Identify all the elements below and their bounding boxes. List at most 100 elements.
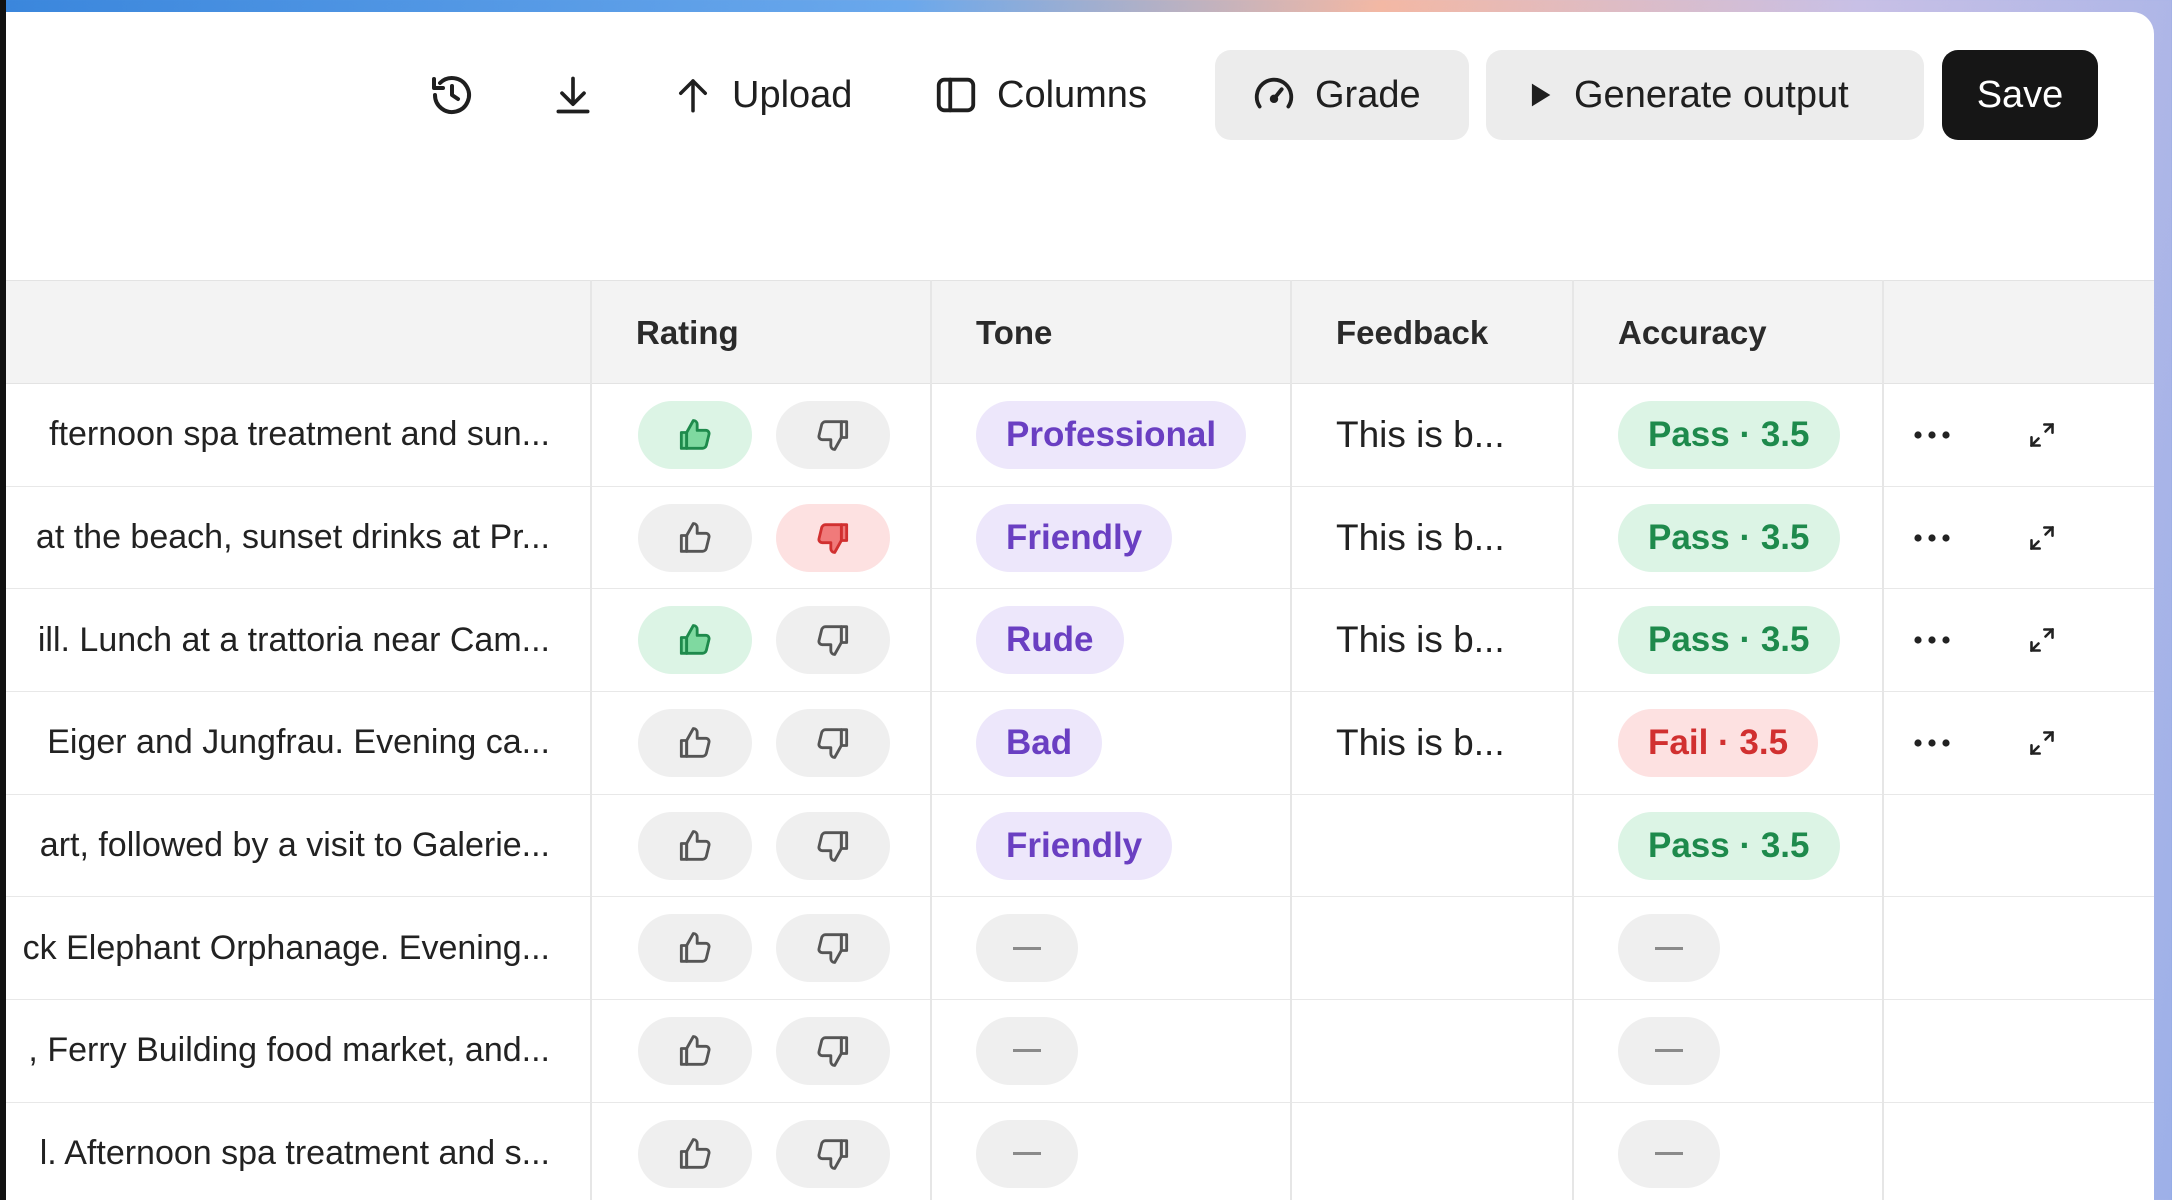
download-button[interactable] [538, 50, 608, 140]
column-header-feedback[interactable]: Feedback [1336, 314, 1489, 351]
thumbs-down-button[interactable] [776, 708, 890, 777]
grade-button[interactable]: Grade [1215, 50, 1469, 140]
more-button[interactable] [1882, 692, 1982, 794]
table-row[interactable]: , Ferry Building food market, and... [6, 1000, 2154, 1103]
column-divider [1572, 280, 1574, 1200]
rating-cell [590, 1103, 930, 1200]
thumbs-up-button[interactable] [638, 606, 752, 675]
feedback-cell[interactable]: This is b... [1336, 619, 1505, 661]
accuracy-chip[interactable]: Pass · 3.5 [1618, 400, 1840, 469]
column-header-accuracy[interactable]: Accuracy [1618, 314, 1767, 351]
generate-output-button[interactable]: Generate output [1486, 50, 1924, 140]
tone-empty-chip[interactable] [976, 914, 1078, 983]
tone-empty-chip[interactable] [976, 1016, 1078, 1085]
history-button[interactable] [417, 50, 487, 140]
accuracy-chip[interactable]: Pass · 3.5 [1618, 503, 1840, 572]
empty-dash [1655, 1152, 1683, 1156]
expand-button[interactable] [2002, 692, 2082, 794]
accuracy-chip[interactable]: Pass · 3.5 [1618, 606, 1840, 675]
more-icon [1914, 739, 1950, 747]
tone-cell: Friendly [930, 795, 1290, 897]
empty-dash [1655, 1049, 1683, 1053]
thumbs-down-button[interactable] [776, 400, 890, 469]
rating-cell [590, 384, 930, 486]
expand-button[interactable] [2002, 589, 2082, 691]
thumbs-up-button[interactable] [638, 503, 752, 572]
accuracy-cell: Fail · 3.5 [1572, 692, 1882, 794]
expand-icon [2030, 525, 2054, 550]
accuracy-empty-chip[interactable] [1618, 914, 1720, 983]
thumbs-down-button[interactable] [776, 1119, 890, 1188]
table-row[interactable]: ck Elephant Orphanage. Evening... [6, 897, 2154, 1001]
rating-cell [590, 897, 930, 999]
feedback-cell[interactable] [1290, 1103, 1572, 1200]
columns-button[interactable]: Columns [933, 50, 1147, 140]
thumbs-down-icon [817, 830, 849, 862]
feedback-cell[interactable]: This is b... [1336, 413, 1505, 455]
thumbs-up-button[interactable] [638, 1119, 752, 1188]
thumbs-up-button[interactable] [638, 400, 752, 469]
save-button[interactable]: Save [1942, 50, 2098, 140]
table-row[interactable]: fternoon spa treatment and sun... Profess… [6, 384, 2154, 487]
accuracy-cell [1572, 897, 1882, 999]
more-button[interactable] [1882, 487, 1982, 589]
more-icon [1914, 533, 1950, 542]
more-button[interactable] [1882, 589, 1982, 691]
grade-label: Grade [1315, 73, 1421, 116]
play-icon [1531, 83, 1551, 107]
tone-empty-chip[interactable] [976, 1119, 1078, 1188]
thumbs-up-icon [679, 932, 711, 964]
feedback-cell[interactable] [1290, 897, 1572, 999]
more-button[interactable] [1882, 384, 1982, 486]
accuracy-chip[interactable]: Pass · 3.5 [1618, 811, 1840, 880]
expand-button[interactable] [2002, 384, 2082, 486]
thumbs-up-button[interactable] [638, 1016, 752, 1085]
accuracy-empty-chip[interactable] [1618, 1016, 1720, 1085]
thumbs-down-button[interactable] [776, 503, 890, 572]
thumbs-down-button[interactable] [776, 1016, 890, 1085]
thumbs-up-button[interactable] [638, 914, 752, 983]
tone-chip[interactable]: Rude [976, 606, 1124, 675]
tone-chip[interactable]: Friendly [976, 503, 1173, 572]
feedback-cell[interactable] [1290, 1000, 1572, 1102]
feedback-cell[interactable]: This is b... [1336, 516, 1505, 558]
thumbs-down-button[interactable] [776, 914, 890, 983]
download-icon [556, 76, 590, 114]
thumbs-down-button[interactable] [776, 606, 890, 675]
description-cell: Eiger and Jungfrau. Evening ca... [47, 723, 550, 762]
expand-button[interactable] [2002, 487, 2082, 589]
tone-cell [930, 1000, 1290, 1102]
table-row[interactable]: l. Afternoon spa treatment and s... [6, 1103, 2154, 1200]
table-row[interactable]: at the beach, sunset drinks at Pr... Frie… [6, 487, 2154, 590]
rating-cell [590, 692, 930, 794]
column-header-rating[interactable]: Rating [636, 314, 739, 351]
gauge-icon [1254, 77, 1294, 109]
empty-dash [1013, 946, 1041, 950]
table-row[interactable]: ill. Lunch at a trattoria near Cam... Rud… [6, 589, 2154, 693]
upload-button[interactable]: Upload [672, 50, 852, 140]
tone-chip[interactable]: Professional [976, 400, 1247, 469]
thumbs-up-icon [679, 829, 711, 861]
thumbs-up-icon [679, 418, 711, 450]
thumbs-up-button[interactable] [638, 811, 752, 880]
tone-chip[interactable]: Bad [976, 708, 1103, 777]
page-edge [0, 0, 6, 1200]
feedback-cell[interactable] [1290, 795, 1572, 897]
description-cell: art, followed by a visit to Galerie... [39, 826, 550, 865]
tone-cell: Friendly [930, 487, 1290, 589]
table-body: fternoon spa treatment and sun... Profess… [6, 384, 2154, 1200]
column-header-tone[interactable]: Tone [976, 314, 1053, 351]
thumbs-down-icon [817, 728, 849, 759]
tone-cell: Bad [930, 692, 1290, 794]
accuracy-chip[interactable]: Fail · 3.5 [1618, 708, 1819, 777]
tone-cell [930, 1103, 1290, 1200]
thumbs-down-button[interactable] [776, 811, 890, 880]
table-row[interactable]: Eiger and Jungfrau. Evening ca... Bad This… [6, 692, 2154, 795]
accuracy-empty-chip[interactable] [1618, 1119, 1720, 1188]
table-row[interactable]: art, followed by a visit to Galerie... Fr… [6, 795, 2154, 898]
thumbs-up-button[interactable] [638, 708, 752, 777]
tone-chip[interactable]: Friendly [976, 811, 1173, 880]
feedback-cell[interactable]: This is b... [1336, 721, 1505, 763]
column-divider [1882, 280, 1884, 1200]
tone-cell: Rude [930, 589, 1290, 691]
